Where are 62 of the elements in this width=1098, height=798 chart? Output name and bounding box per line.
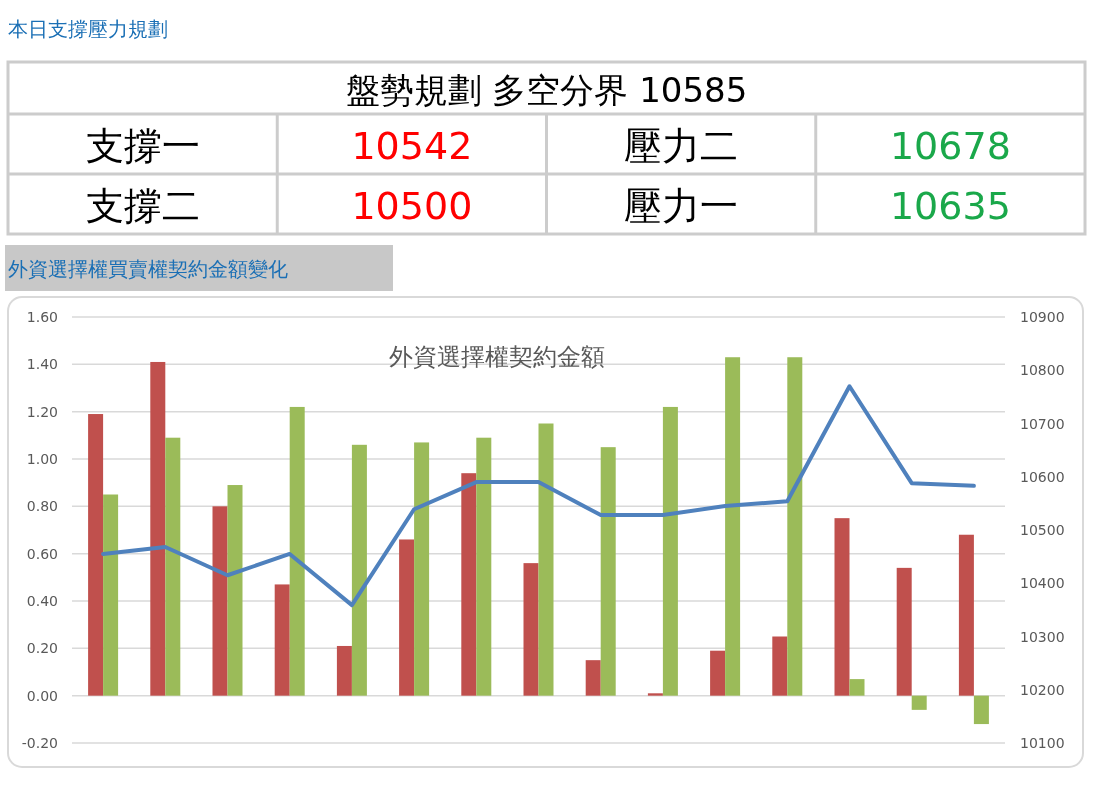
text: 10542 <box>351 124 473 168</box>
bar <box>911 695 927 710</box>
bar <box>834 518 850 696</box>
y-tick-label: 1.00 <box>26 451 58 467</box>
bar <box>710 650 726 696</box>
y-tick-label: 0.60 <box>26 545 58 562</box>
text: 10500 <box>351 184 473 228</box>
bar <box>896 567 912 696</box>
y-tick-label: -0.20 <box>21 735 58 751</box>
bar <box>399 539 415 696</box>
y2-tick-label: 10300 <box>1020 628 1065 645</box>
text: 本日支撐壓力規劃 <box>8 17 168 41</box>
bar <box>585 660 601 696</box>
y2-tick-label: 10100 <box>1020 735 1065 751</box>
text: 支撐一 <box>85 124 200 168</box>
y-tick-label: 1.40 <box>26 356 58 373</box>
bar <box>476 437 492 696</box>
bar <box>647 693 663 696</box>
y2-tick-label: 10500 <box>1020 522 1065 538</box>
y-tick-label: 0.40 <box>26 593 58 609</box>
bar <box>165 437 181 696</box>
y2-tick-label: 10800 <box>1020 362 1065 379</box>
y2-tick-label: 10700 <box>1020 415 1065 432</box>
text: 外資選擇權契約金額 <box>389 343 605 371</box>
bar <box>150 361 166 696</box>
bar <box>414 442 430 696</box>
bar <box>787 357 803 696</box>
text: 壓力一 <box>624 184 739 228</box>
bar <box>662 406 678 696</box>
y2-tick-label: 10400 <box>1020 575 1065 592</box>
y-tick-label: 1.20 <box>26 403 58 420</box>
bar <box>725 357 741 696</box>
bar <box>973 695 989 725</box>
bar <box>600 447 616 696</box>
bar <box>772 636 788 696</box>
text: 盤勢規劃 多空分界 10585 <box>345 70 748 110</box>
bar <box>538 423 554 696</box>
chart-subtitle: 外資選擇權買賣權契約金額變化 <box>8 257 288 281</box>
bar <box>103 494 119 696</box>
bar <box>958 534 974 696</box>
bar <box>88 414 104 696</box>
y2-tick-label: 10600 <box>1020 468 1065 485</box>
line-series <box>101 384 976 608</box>
bar <box>336 645 352 696</box>
text: 10635 <box>889 184 1011 228</box>
bar <box>849 679 865 696</box>
y-tick-label: 0.20 <box>26 640 58 657</box>
bar <box>274 584 290 696</box>
y-tick-label: 0.00 <box>26 687 58 704</box>
y-tick-label: 0.80 <box>26 498 58 515</box>
y-tick-label: 1.60 <box>26 309 58 325</box>
y2-tick-label: 10200 <box>1020 681 1065 698</box>
bar <box>227 485 243 696</box>
y2-tick-label: 10900 <box>1020 309 1065 325</box>
bar <box>351 444 367 696</box>
text: 10678 <box>889 124 1011 168</box>
bar <box>523 563 539 696</box>
bar <box>461 473 477 696</box>
text: 支撐二 <box>85 184 200 228</box>
bar <box>289 406 305 696</box>
bar <box>212 506 228 696</box>
text: 壓力二 <box>624 124 739 168</box>
